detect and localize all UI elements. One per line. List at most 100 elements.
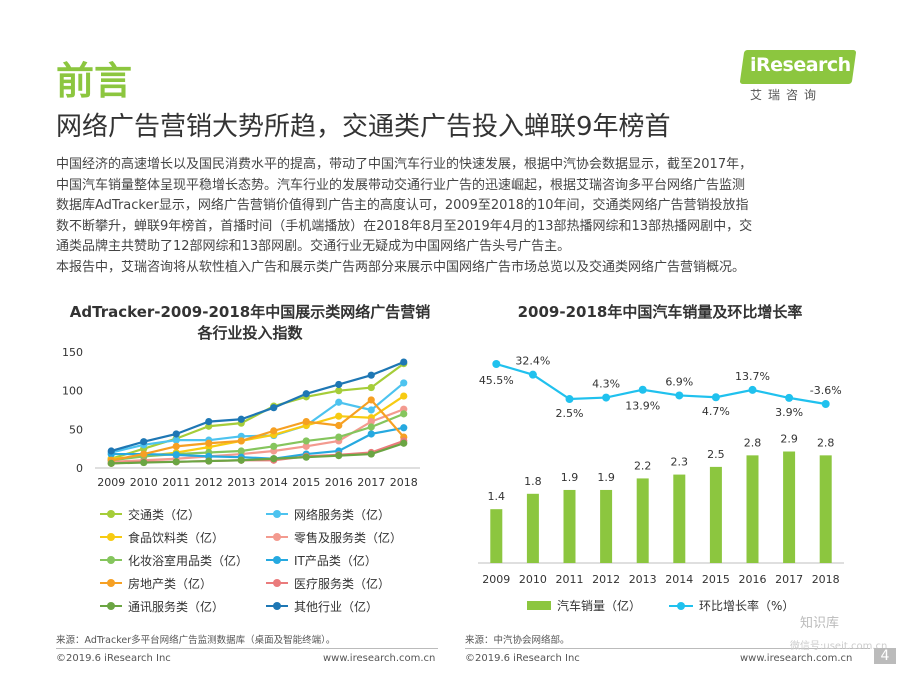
- data-point: [172, 436, 180, 444]
- url-left: www.iresearch.com.cn: [323, 653, 436, 664]
- data-point: [367, 423, 375, 431]
- y-tick-label: 50: [69, 423, 83, 436]
- bar-value-label: 2.8: [817, 436, 835, 449]
- x-tick-label: 2011: [556, 573, 584, 586]
- data-point: [400, 424, 408, 432]
- intro-line: 通类品牌主共赞助了12部网综和13部网剧。交通行业无疑成为中国网络广告头号广告主…: [56, 239, 571, 254]
- left-chart-title-line2: 各行业投入指数: [197, 324, 303, 342]
- intro-paragraph-2: 本报告中，艾瑞咨询将从软性植入广告和展示类广告两部分来展示中国网络广告市场总览以…: [56, 259, 746, 275]
- data-point: [172, 451, 180, 459]
- sales-bar: [600, 489, 613, 563]
- legend-item: 网络服务类（亿）: [266, 503, 390, 525]
- x-tick-label: 2018: [812, 573, 840, 586]
- legend-swatch: [266, 509, 288, 519]
- logo-subtitle: 艾瑞咨询: [750, 88, 823, 102]
- legend-swatch: [266, 555, 288, 565]
- data-point: [302, 453, 310, 461]
- bar-swatch: [527, 601, 551, 610]
- bar-value-label: 2.9: [780, 433, 798, 446]
- growth-rate-point: [748, 385, 757, 394]
- bar-value-label: 2.2: [634, 459, 652, 472]
- data-point: [302, 437, 310, 445]
- data-point: [270, 404, 278, 412]
- sales-bar: [563, 489, 576, 563]
- data-point: [400, 410, 408, 418]
- growth-rate-point: [638, 385, 647, 394]
- data-point: [237, 415, 245, 423]
- x-tick-label: 2012: [195, 476, 223, 489]
- data-point: [172, 442, 180, 450]
- legend-item: IT产品类（亿）: [266, 549, 377, 571]
- car-sales-bar-line-chart: 1.4 1.8 1.9 1.9 2.2 2.3 2.5 2.8 2.9 2.8 2009 2010 20…: [478, 355, 844, 586]
- legend-label: 食品饮料类（亿）: [128, 530, 225, 545]
- sales-bar: [636, 478, 649, 563]
- data-point: [107, 459, 115, 467]
- data-point: [335, 433, 343, 441]
- growth-rate-point: [492, 360, 501, 368]
- growth-rate-label: 6.9%: [665, 375, 693, 388]
- data-point: [140, 438, 148, 446]
- data-point: [367, 430, 375, 438]
- legend-swatch: [100, 601, 122, 611]
- bar-value-label: 2.8: [744, 436, 762, 449]
- data-point: [205, 439, 213, 447]
- x-tick-label: 2013: [227, 476, 255, 489]
- growth-rate-point: [675, 391, 684, 400]
- bar-value-label: 1.8: [524, 475, 542, 488]
- right-source: 来源：中汽协会网络部。: [465, 635, 570, 646]
- data-point: [335, 380, 343, 389]
- y-tick-label: 150: [62, 346, 83, 359]
- x-tick-label: 2018: [390, 476, 418, 489]
- sales-bar: [709, 466, 722, 563]
- growth-rate-label: 13.9%: [625, 400, 660, 413]
- legend-car-sales: 汽车销量（亿）: [527, 597, 641, 614]
- data-point: [107, 447, 115, 455]
- bar-value-label: 1.4: [488, 490, 506, 503]
- sales-bar: [490, 509, 503, 563]
- data-point: [400, 358, 408, 366]
- x-tick-label: 2010: [130, 476, 158, 489]
- data-point: [237, 456, 245, 464]
- data-point: [400, 392, 408, 400]
- bar-value-label: 1.9: [597, 471, 615, 484]
- legend-label: 化妆浴室用品类（亿）: [128, 553, 249, 568]
- slide-subtitle: 网络广告营销大势所趋，交通类广告投入蝉联9年榜首: [56, 112, 671, 142]
- footer-divider-left: [56, 648, 438, 649]
- legend-item: 通讯服务类（亿）: [100, 595, 224, 617]
- series-line: [111, 426, 404, 460]
- data-point: [270, 455, 278, 463]
- x-tick-label: 2013: [629, 573, 657, 586]
- data-point: [172, 430, 180, 438]
- sales-bar: [783, 451, 796, 563]
- x-tick-label: 2017: [775, 573, 803, 586]
- data-point: [335, 412, 343, 420]
- x-tick-label: 2014: [665, 573, 693, 586]
- data-point: [367, 371, 375, 379]
- growth-rate-line: [495, 362, 826, 406]
- watermark-id: 微信号:useit.com.cn: [790, 641, 888, 652]
- series-line: [111, 442, 405, 465]
- series-line: [110, 361, 405, 453]
- page-title: 前言: [56, 59, 133, 103]
- sales-bar: [819, 455, 832, 563]
- x-tick-label: 2014: [260, 476, 288, 489]
- data-point: [367, 406, 375, 414]
- legend-label: 房地产类（亿）: [128, 576, 213, 591]
- data-point: [237, 437, 245, 445]
- left-chart-title-line1: AdTracker-2009-2018年中国展示类网络广告营销: [69, 303, 431, 321]
- data-point: [335, 452, 343, 460]
- data-point: [367, 383, 375, 392]
- legend-swatch: [266, 532, 288, 542]
- growth-rate-label: 3.9%: [775, 406, 803, 419]
- x-tick-label: 2011: [162, 476, 190, 489]
- industry-index-line-chart: 0 50 100 150 2009 2010 2011 2012 2013 2014 2015 201…: [62, 346, 420, 489]
- y-tick-label: 0: [76, 462, 83, 475]
- intro-line: 中国经济的高速增长以及国民消费水平的提高，带动了中国汽车行业的快速发展，根据中汽…: [56, 157, 753, 172]
- watermark: 知识库: [800, 616, 840, 631]
- data-point: [302, 390, 310, 398]
- left-source: 来源：AdTracker多平台网络广告监测数据库（桌面及智能终端）。: [56, 635, 336, 646]
- y-tick-label: 100: [62, 385, 83, 398]
- legend-label: IT产品类（亿）: [294, 553, 377, 568]
- legend-swatch: [100, 555, 122, 565]
- copyright-right: ©2019.6 iResearch Inc: [465, 653, 580, 664]
